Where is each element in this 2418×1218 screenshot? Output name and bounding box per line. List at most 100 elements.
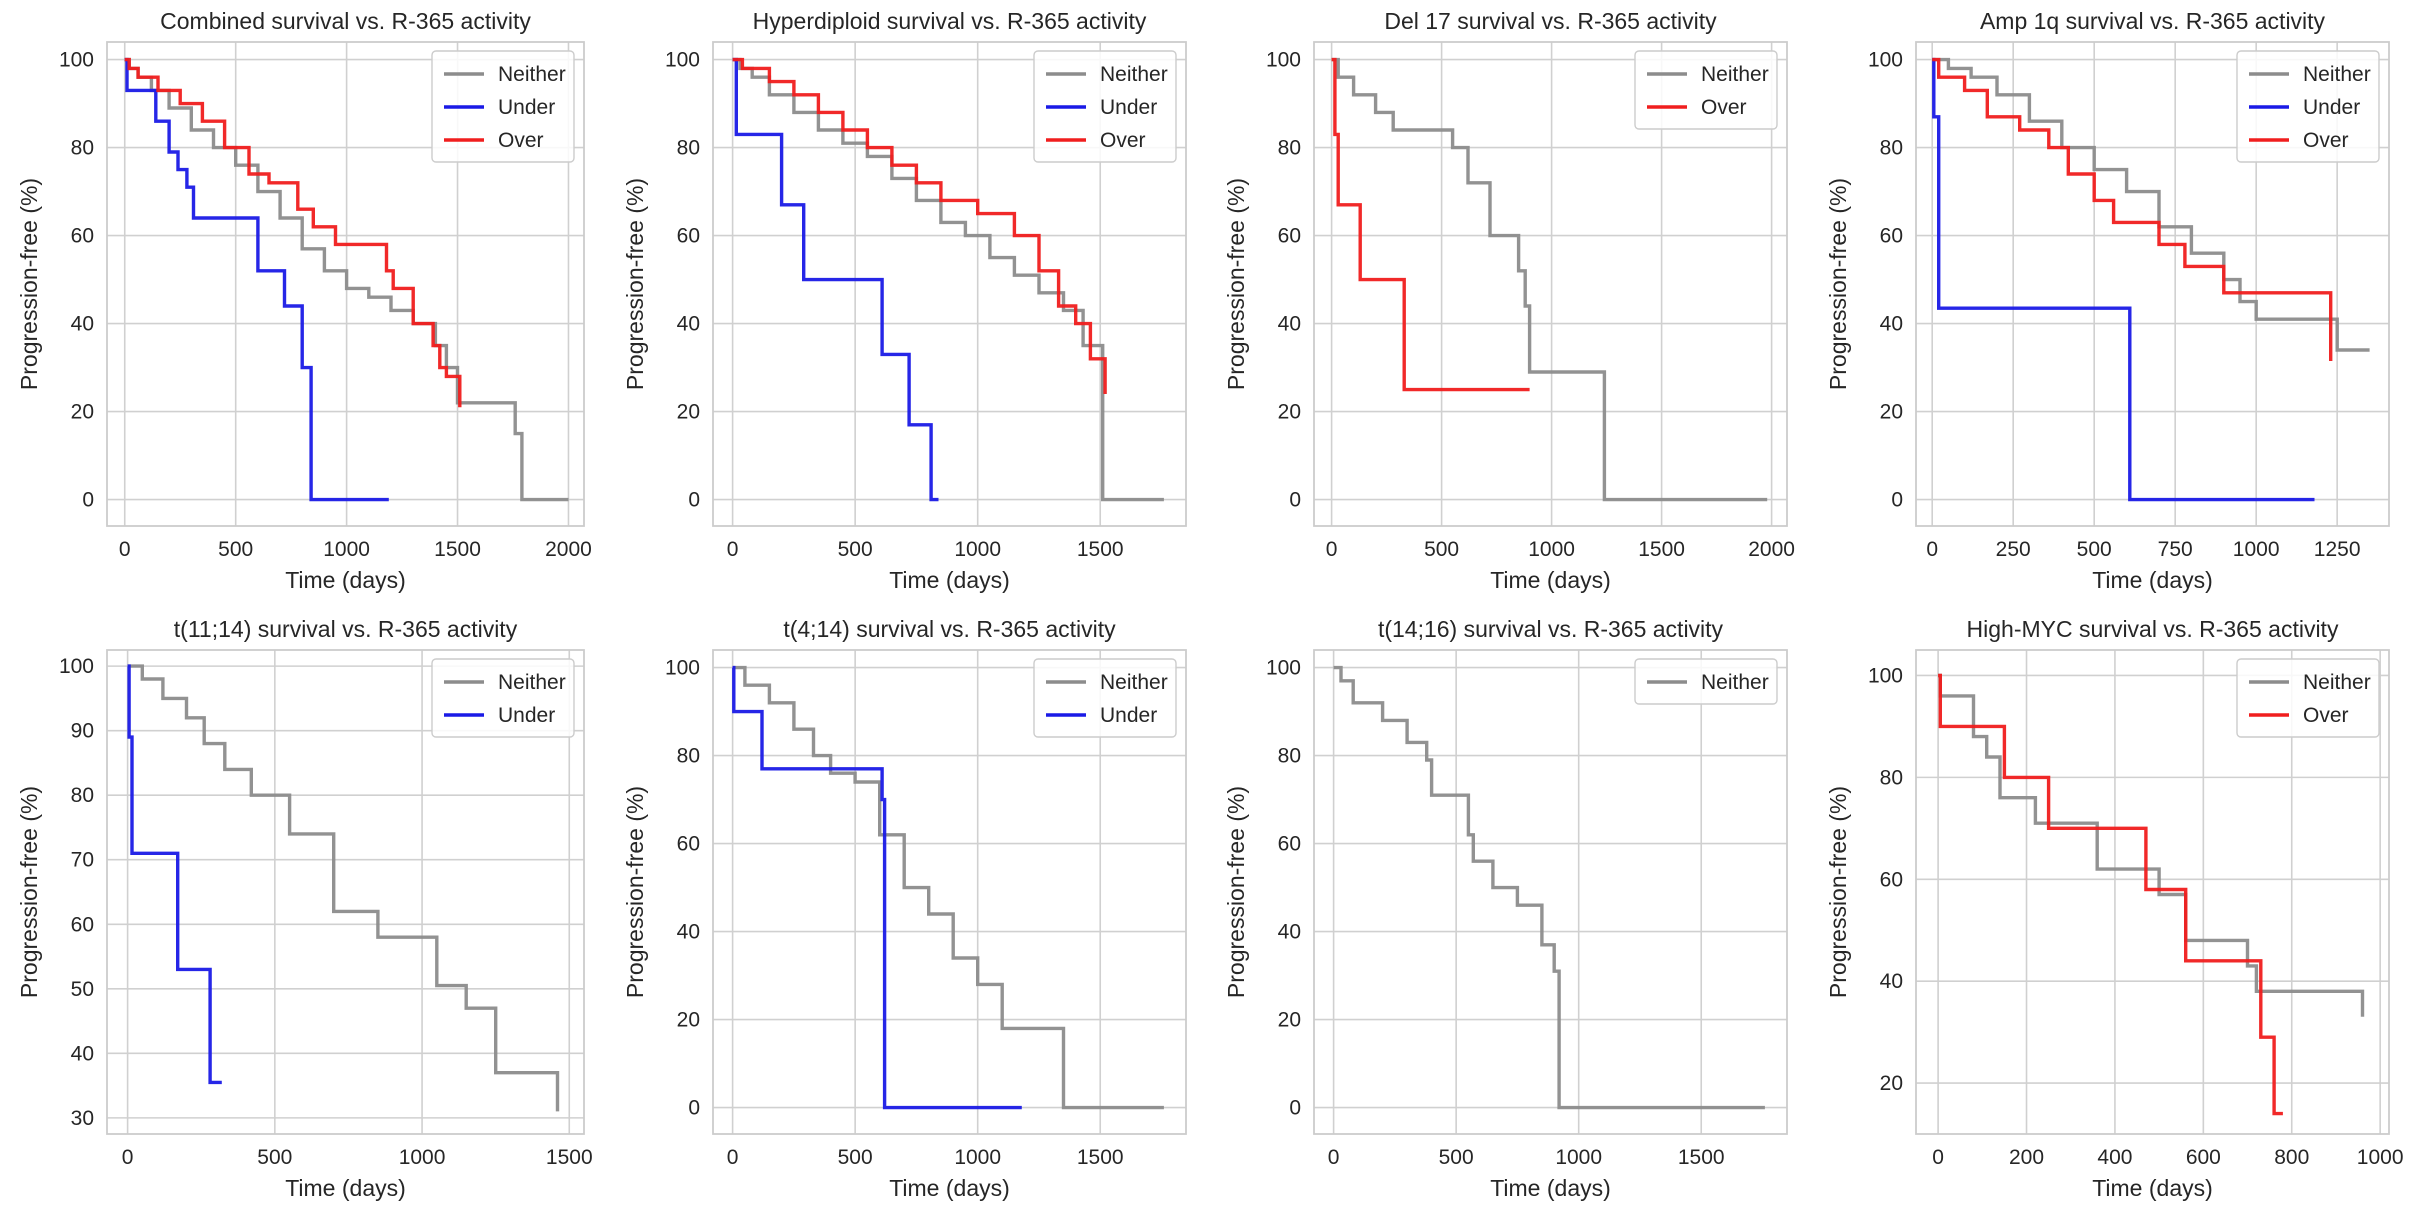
panel-3-xtick-label-2000: 2000: [1748, 538, 1795, 561]
panel-5-frame: [106, 649, 585, 1135]
panel-2-xtick-label-0: 0: [727, 538, 739, 561]
panel-3-xtick-label-500: 500: [1424, 538, 1459, 561]
panel-7-series-neither: [1333, 665, 1765, 1110]
panel-5-xtick-label-1000: 1000: [399, 1146, 446, 1169]
panel-8-ytick-label-20: 20: [1880, 1072, 1903, 1095]
panel-2-ytick-label-80: 80: [677, 137, 700, 160]
panel-4-series-neither: [1932, 57, 2370, 352]
panel-1-legend-label-under: Under: [498, 96, 555, 119]
panel-5-legend-box: [431, 658, 575, 738]
panel-2-legend-label-over: Over: [1100, 129, 1146, 152]
panel-7-ytick-label-100: 100: [1266, 657, 1301, 680]
panel-1-xlabel: Time (days): [285, 567, 406, 593]
panel-8-xtick-label-400: 400: [2097, 1146, 2132, 1169]
panel-5-legend-label-neither: Neither: [498, 671, 566, 694]
panel-8-ytick-label-80: 80: [1880, 766, 1903, 789]
panel-8-ytick-label-40: 40: [1880, 970, 1903, 993]
panel-6-xtick-label-1500: 1500: [1077, 1146, 1124, 1169]
panel-1-legend: Neither Under Over: [431, 50, 575, 163]
panel-3-legend-label-over: Over: [1701, 96, 1747, 119]
panel-6-xlabel: Time (days): [889, 1175, 1010, 1201]
panel-7-xtick-label-1500: 1500: [1678, 1146, 1725, 1169]
panel-8-ylabel: Progression-free (%): [1825, 786, 1851, 998]
panel-4-title: Amp 1q survival vs. R-365 activity: [1980, 8, 2326, 34]
panel-4-xlabel: Time (days): [2092, 567, 2213, 593]
panel-3-series-over: [1331, 57, 1530, 392]
panel-1-frame: [106, 41, 585, 527]
panel-1-xtick-label-1500: 1500: [434, 538, 481, 561]
panel-2-ytick-label-0: 0: [688, 489, 700, 512]
panel-2-legend-box: [1033, 50, 1177, 163]
panel-8-series-neither: [1938, 673, 2365, 1017]
panel-1-legend-label-over: Over: [498, 129, 544, 152]
panel-7-ytick-label-20: 20: [1278, 1009, 1301, 1032]
panel-1-legend-label-neither: Neither: [498, 63, 566, 86]
panel-2-ylabel: Progression-free (%): [622, 178, 648, 390]
panel-7-ytick-label-80: 80: [1278, 745, 1301, 768]
panel-6-ytick-label-0: 0: [688, 1097, 700, 1120]
panel-7-xtick-label-1000: 1000: [1555, 1146, 1602, 1169]
panel-5: 0 500 1000 1500 30 40 50 60 70 80 90 100 Time (days)…: [16, 616, 593, 1201]
panel-6-xtick-label-500: 500: [838, 1146, 873, 1169]
panel-1-xtick-label-2000: 2000: [545, 538, 592, 561]
panel-4-xtick-label-1000: 1000: [2233, 538, 2280, 561]
panel-6-series-neither: [732, 665, 1164, 1110]
panel-4-ytick-label-0: 0: [1891, 489, 1903, 512]
panel-7-frame: [1313, 649, 1788, 1135]
panel-4-ytick-label-60: 60: [1880, 225, 1903, 248]
panel-2-legend: Neither Under Over: [1033, 50, 1177, 163]
panel-5-legend-label-under: Under: [498, 704, 555, 727]
panel-1-ytick-label-40: 40: [71, 313, 94, 336]
panel-2-ytick-label-100: 100: [665, 49, 700, 72]
panel-3: 0 500 1000 1500 2000 0 20 40 60 80 100 Time (days) P…: [1223, 8, 1795, 593]
panel-1-ylabel: Progression-free (%): [16, 178, 42, 390]
panel-3-ytick-label-60: 60: [1278, 225, 1301, 248]
panel-1-xtick-label-1000: 1000: [323, 538, 370, 561]
panel-5-title: t(11;14) survival vs. R-365 activity: [174, 616, 518, 642]
panel-8: 0 200 400 600 800 1000 20 40 60 80 100 Time (days) P…: [1825, 616, 2404, 1201]
panel-6: 0 500 1000 1500 0 20 40 60 80 100 Time (days) Progr…: [622, 616, 1187, 1201]
panel-3-xtick-label-1500: 1500: [1638, 538, 1685, 561]
panel-4-ylabel: Progression-free (%): [1825, 178, 1851, 390]
panel-2-xtick-label-1000: 1000: [954, 538, 1001, 561]
panel-2-legend-label-neither: Neither: [1100, 63, 1168, 86]
panel-2-ytick-label-20: 20: [677, 401, 700, 424]
panel-3-ytick-label-80: 80: [1278, 137, 1301, 160]
panel-1: 0 500 1000 1500 2000 0 20 40 60 80 100 Time (days) P…: [16, 8, 592, 593]
panel-6-legend-label-under: Under: [1100, 704, 1157, 727]
panel-5-xlabel: Time (days): [285, 1175, 406, 1201]
panel-8-xtick-label-0: 0: [1932, 1146, 1944, 1169]
panel-4-legend: Neither Under Over: [2236, 50, 2380, 163]
panel-4-legend-label-neither: Neither: [2303, 63, 2371, 86]
panel-2-ytick-label-40: 40: [677, 313, 700, 336]
panel-6-ytick-label-40: 40: [677, 921, 700, 944]
panel-4-series-over: [1932, 57, 2333, 361]
panel-3-frame: [1313, 41, 1788, 527]
panel-5-series-neither: [127, 664, 560, 1112]
panel-8-title: High-MYC survival vs. R-365 activity: [1967, 616, 2339, 642]
panel-3-ytick-label-20: 20: [1278, 401, 1301, 424]
panel-1-ytick-label-60: 60: [71, 225, 94, 248]
panel-4-xtick-label-250: 250: [1996, 538, 2031, 561]
panel-1-title: Combined survival vs. R-365 activity: [160, 8, 531, 34]
panel-2-frame: [712, 41, 1187, 527]
panel-4-ytick-label-80: 80: [1880, 137, 1903, 160]
panel-2-title: Hyperdiploid survival vs. R-365 activity: [753, 8, 1147, 34]
panel-1-ytick-label-80: 80: [71, 137, 94, 160]
panel-4-xtick-label-0: 0: [1926, 538, 1938, 561]
panel-5-ytick-label-60: 60: [71, 913, 94, 936]
panel-3-ytick-label-100: 100: [1266, 49, 1301, 72]
panel-5-xtick-label-0: 0: [122, 1146, 134, 1169]
panel-2-xtick-label-1500: 1500: [1077, 538, 1124, 561]
panel-5-ylabel: Progression-free (%): [16, 786, 42, 998]
panel-7-title: t(14;16) survival vs. R-365 activity: [1378, 616, 1724, 642]
panel-8-ytick-label-60: 60: [1880, 868, 1903, 891]
panel-7-ytick-label-60: 60: [1278, 833, 1301, 856]
panel-6-frame: [712, 649, 1187, 1135]
panel-8-xtick-label-1000: 1000: [2357, 1146, 2404, 1169]
panel-6-ylabel: Progression-free (%): [622, 786, 648, 998]
panel-1-series-under: [124, 57, 389, 502]
panel-5-legend: Neither Under: [431, 658, 575, 738]
panel-4-ytick-label-100: 100: [1868, 49, 1903, 72]
